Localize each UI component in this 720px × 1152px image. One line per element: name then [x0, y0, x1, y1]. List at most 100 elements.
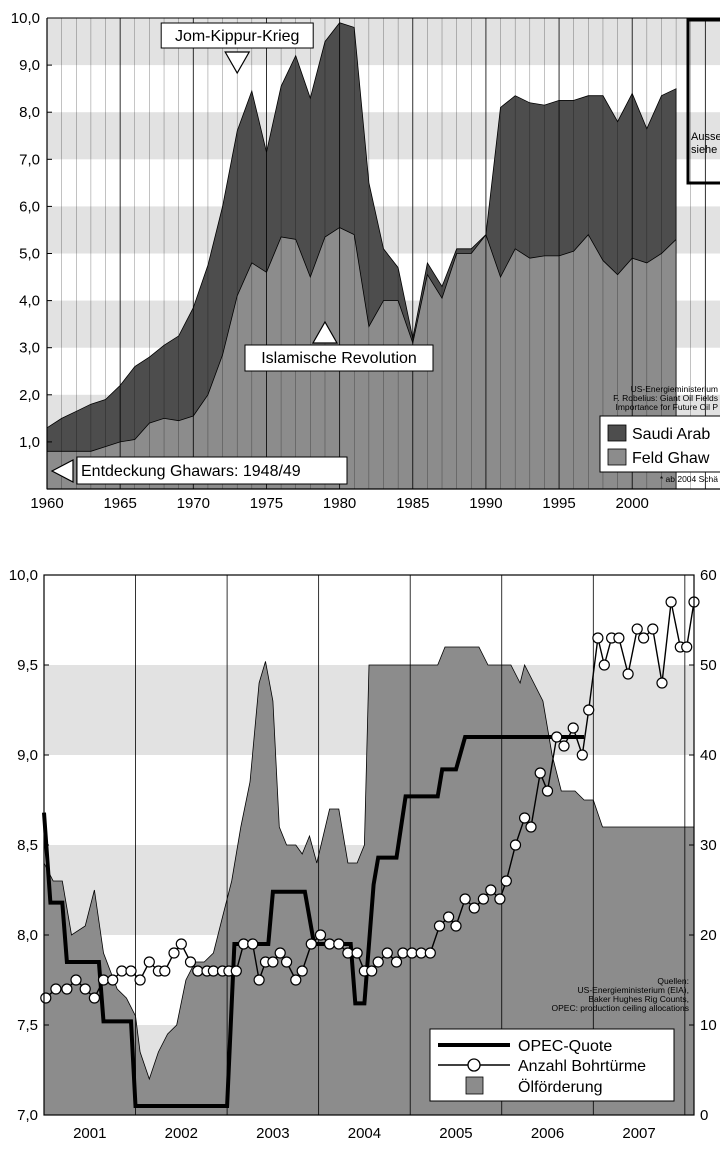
x-tick-label: 2006: [531, 1125, 564, 1142]
rig-count-marker: [459, 893, 471, 905]
y-tick-label: 4,0: [19, 293, 40, 310]
legend: Saudi Arab Feld Ghaw * ab 2004 Schä: [599, 415, 720, 484]
x-tick-label: 2007: [622, 1125, 655, 1142]
source-line: Quellen:: [657, 976, 689, 986]
rig-count-marker: [305, 938, 317, 950]
annotation-text: Entdeckung Ghawars: 1948/49: [81, 463, 301, 480]
rig-count-marker: [192, 965, 204, 977]
rig-count-marker: [184, 956, 197, 968]
rig-count-marker: [253, 974, 265, 986]
annotation-yom-kippur: Jom-Kippur-Krieg: [160, 22, 314, 75]
rig-count-marker: [116, 965, 128, 977]
rig-count-marker: [97, 974, 110, 986]
production-area: [43, 646, 695, 1116]
legend-label: Feld Ghaw: [632, 450, 710, 467]
source-line: Baker Hughes Rig Counts,: [588, 994, 689, 1004]
vertical-gridlines: [61, 18, 706, 489]
rig-count-marker: [390, 956, 403, 968]
y-tick-label: 2,0: [19, 387, 40, 404]
down-triangle-icon: [224, 51, 251, 75]
x-tick-label: 2003: [256, 1125, 289, 1142]
rig-count-marker: [175, 938, 187, 950]
rig-count-marker: [637, 632, 650, 644]
rig-count-marker: [622, 668, 634, 680]
tick-labels: 7,0 7,5 8,0 8,5 9,0 9,5 10,0 0 10 20 30 40 50 60 2001 2…: [9, 567, 717, 1142]
y-right-tick-label: 0: [700, 1107, 708, 1124]
y-right-tick-label: 60: [700, 567, 717, 584]
x-tick-label: 2000: [616, 495, 649, 512]
tick-labels: 1,0 2,0 3,0 4,0 5,0 6,0 7,0 8,0 9,0 10,0 1960 1965 1…: [11, 10, 649, 512]
rig-count-marker: [647, 623, 659, 635]
source-line: OPEC: production ceiling allocations: [552, 1003, 690, 1013]
x-tick-label: 1975: [250, 495, 283, 512]
x-tick-label: 1990: [469, 495, 502, 512]
x-tick-label: 1985: [396, 495, 429, 512]
rig-count-marker: [567, 722, 579, 734]
area-series: [46, 22, 677, 490]
vertical-gridlines: [135, 575, 686, 1115]
area-oil-production: [43, 646, 695, 1116]
y-left-tick-label: 8,5: [17, 837, 38, 854]
rig-count-marker: [558, 740, 570, 752]
legend: OPEC-Quote Anzahl Bohrtürme Ölförderung: [429, 1028, 675, 1102]
rig-count-marker: [230, 965, 242, 977]
source-line: F. Robelius: Giant Oil Fields: [613, 393, 718, 403]
rig-count-marker: [274, 947, 286, 959]
line-series: [40, 596, 700, 1108]
y-right-tick-label: 40: [700, 747, 717, 764]
inset-text: siehe: [691, 144, 717, 156]
rig-count-marker: [79, 983, 91, 995]
rig-count-marker: [525, 821, 537, 833]
rig-count-marker: [281, 956, 293, 968]
rig-count-marker: [50, 983, 62, 995]
rig-count-marker: [397, 947, 409, 959]
rig-count-marker: [314, 929, 327, 941]
rig-count-marker: [551, 731, 563, 743]
annotation-box: [76, 456, 348, 485]
rig-count-marker: [485, 884, 497, 896]
inset-frame: [686, 18, 720, 185]
chart-saudi-production-history: 1,0 2,0 3,0 4,0 5,0 6,0 7,0 8,0 9,0 10,0 1960 1965 1…: [11, 10, 720, 512]
up-triangle-icon: [311, 320, 339, 344]
rig-count-marker: [61, 983, 73, 995]
y-right-tick-label: 10: [700, 1017, 717, 1034]
rig-count-marker: [333, 938, 345, 950]
rig-count-marker: [450, 920, 462, 932]
x-tick-label: 1980: [323, 495, 356, 512]
rig-count-marker: [267, 956, 279, 968]
rig-count-marker: [500, 875, 512, 887]
rig-count-marker: [518, 812, 531, 824]
annotation-text: Jom-Kippur-Krieg: [175, 28, 299, 45]
source-line: US-Energieministerium: [631, 384, 718, 394]
y-right-tick-label: 30: [700, 837, 717, 854]
x-tick-label: 1965: [103, 495, 136, 512]
legend-label: Saudi Arab: [632, 426, 710, 443]
rig-count-marker: [576, 749, 588, 761]
rig-count-marker: [631, 623, 643, 635]
chart-opec-quota-rigs: 7,0 7,5 8,0 8,5 9,0 9,5 10,0 0 10 20 30 40 50 60 2001 2…: [9, 567, 717, 1142]
rig-count-marker: [665, 596, 677, 608]
annotation-islamic-revolution: Islamische Revolution: [244, 320, 434, 372]
legend-swatch: [607, 448, 627, 466]
x-tick-label: 2004: [348, 1125, 381, 1142]
legend-label: OPEC-Quote: [518, 1038, 612, 1055]
x-tick-label: 1970: [177, 495, 210, 512]
rig-count-marker: [290, 974, 302, 986]
x-tick-label: 2005: [439, 1125, 472, 1142]
x-tick-label: 1960: [30, 495, 63, 512]
annotation-ghawar-discovery: Entdeckung Ghawars: 1948/49: [50, 456, 348, 485]
rig-count-marker: [424, 947, 436, 959]
rig-count-marker: [406, 947, 418, 959]
rig-count-marker: [541, 785, 554, 797]
footnote: * ab 2004 Schä: [660, 474, 718, 484]
rig-count-marker: [40, 992, 52, 1004]
rig-count-marker: [342, 947, 354, 959]
y-right-tick-label: 50: [700, 657, 717, 674]
rig-count-marker: [88, 992, 101, 1004]
y-right-tick-label: 20: [700, 927, 717, 944]
y-tick-label: 3,0: [19, 340, 40, 357]
rig-count-marker: [681, 641, 693, 653]
y-left-tick-label: 10,0: [9, 567, 38, 584]
